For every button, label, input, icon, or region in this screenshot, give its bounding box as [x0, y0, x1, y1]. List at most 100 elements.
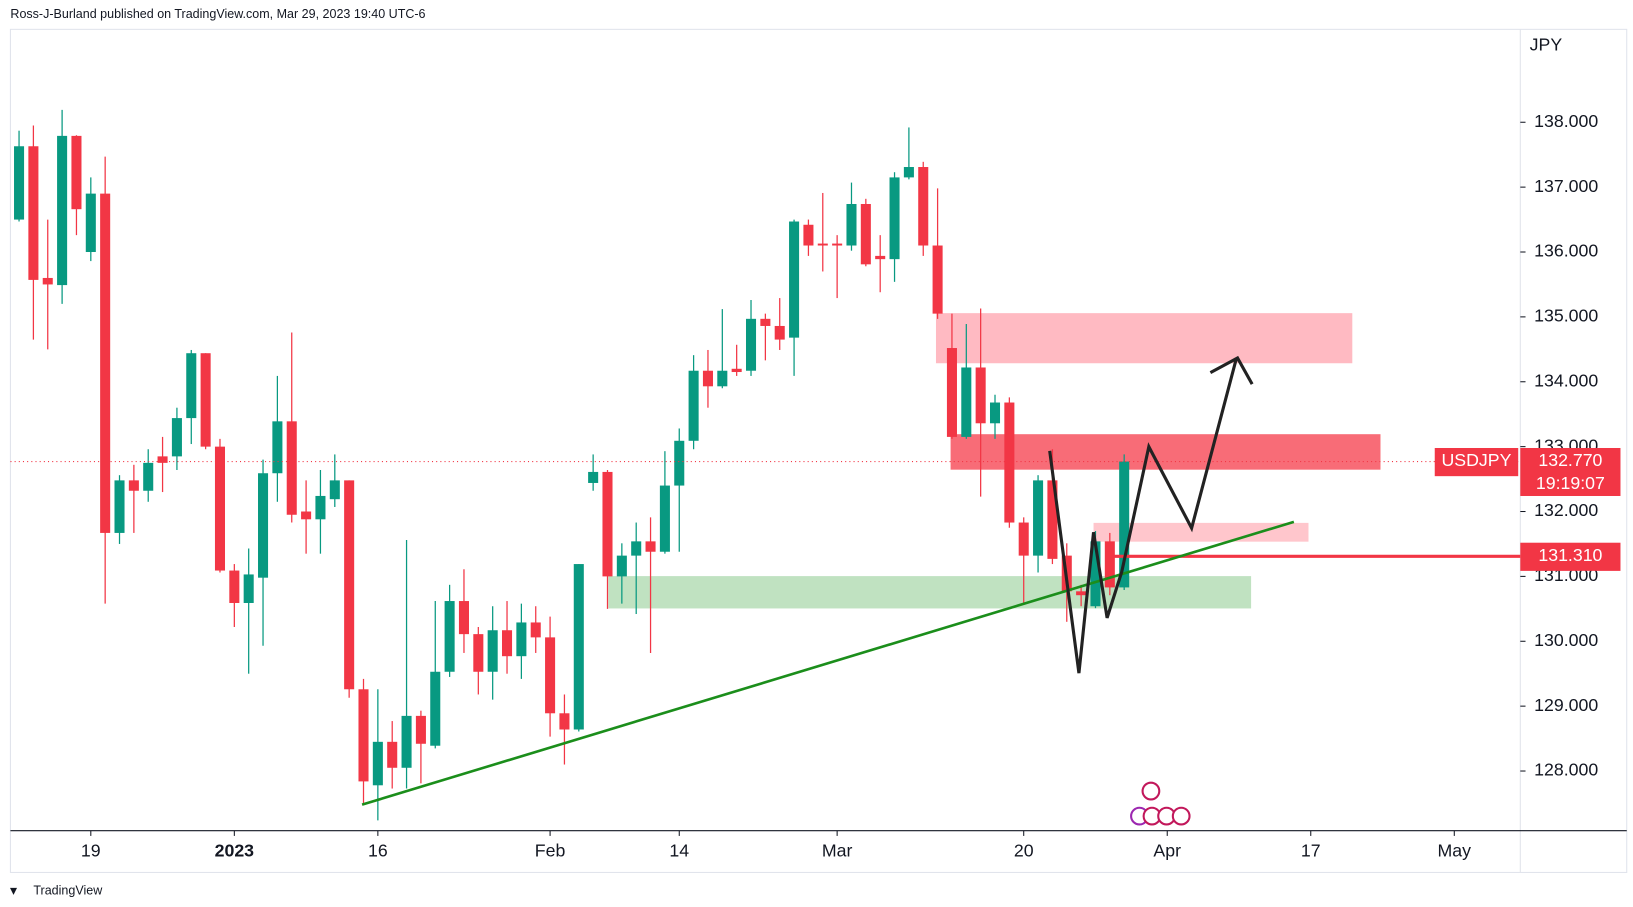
candle-body [315, 495, 326, 520]
candle-body [817, 243, 828, 246]
symbol-label: USDJPY [1442, 450, 1512, 470]
zone [608, 576, 1252, 609]
zone [1093, 522, 1309, 542]
y-axis-label: JPY [1530, 35, 1563, 55]
candle-body [961, 367, 972, 437]
candle-body [358, 689, 369, 782]
candle-body [444, 601, 455, 672]
candle-body [28, 146, 39, 280]
candle-body [688, 370, 699, 441]
candle-body [1018, 522, 1029, 556]
candle-body [616, 555, 627, 577]
footer: TradingView [33, 884, 103, 898]
candle-body [401, 715, 412, 768]
candle-body [272, 421, 283, 474]
price-label: 132.770 [1538, 450, 1602, 470]
candle-body [14, 146, 25, 220]
candle-body [774, 325, 785, 340]
candle-body [1076, 591, 1087, 596]
candle-body [832, 243, 843, 246]
candle-body [588, 471, 599, 483]
candle-body [487, 630, 498, 672]
candle-body [329, 480, 340, 500]
price-label-box [1520, 542, 1621, 571]
candle-body [229, 570, 240, 603]
candle-body [1033, 480, 1044, 556]
y-tick-label: 134.000 [1534, 370, 1598, 390]
candle-body [430, 671, 441, 746]
candle-body [789, 221, 800, 338]
y-tick-label: 129.000 [1534, 695, 1598, 715]
y-tick-label: 138.000 [1534, 111, 1598, 131]
arrow-head [1209, 355, 1254, 385]
candle-body [516, 622, 527, 657]
candle-body [286, 421, 297, 515]
projection-path [1048, 357, 1239, 674]
candle-body [803, 224, 814, 246]
candle-body [1004, 402, 1015, 523]
candle-body [745, 318, 757, 371]
candle-body [545, 637, 556, 714]
candle-body [731, 368, 742, 373]
candle-body [702, 370, 713, 387]
x-tick-label: Feb [535, 840, 566, 860]
candle-body [573, 564, 584, 730]
candle-body [473, 634, 484, 672]
candle-body [1090, 541, 1101, 607]
y-tick-label: 136.000 [1534, 241, 1598, 261]
x-tick-label: 16 [368, 840, 388, 860]
logo: ▾ [9, 884, 17, 898]
candle-body [143, 462, 154, 491]
candle-body [1119, 461, 1130, 588]
x-tick-label: May [1438, 840, 1472, 860]
candle-body [71, 135, 82, 210]
candle-body [659, 485, 670, 552]
event-icon [1171, 806, 1191, 826]
x-tick-label: 2023 [215, 840, 255, 860]
candle-body [214, 446, 226, 571]
zone [950, 434, 1381, 470]
x-tick-label: Apr [1153, 840, 1181, 860]
zones [608, 313, 1381, 609]
countdown: 19:19:07 [1536, 473, 1605, 493]
candle-body [114, 480, 125, 533]
candle-body [559, 713, 570, 730]
candle-body [975, 367, 986, 424]
y-tick-label: 130.000 [1534, 630, 1598, 650]
y-tick-label: 128.000 [1534, 760, 1598, 780]
symbol-box [1434, 447, 1519, 477]
candle-body [918, 167, 929, 246]
x-tick-label: Mar [822, 840, 853, 860]
y-tick-label: 137.000 [1534, 176, 1598, 196]
candle-body [889, 177, 900, 260]
candle-body [631, 541, 642, 556]
candle-body [186, 353, 197, 419]
candle-body [875, 255, 886, 260]
candle-body [171, 418, 182, 457]
candle-body [846, 203, 857, 246]
price-label-box [1520, 447, 1621, 496]
x-tick-label: 14 [669, 840, 689, 860]
candle-body [530, 622, 541, 638]
candle-body [903, 167, 914, 178]
candle-body [372, 741, 383, 786]
candle-body [860, 203, 871, 265]
frame [9, 28, 1628, 873]
candle-body [57, 135, 68, 286]
candle-body [128, 480, 139, 491]
price-label: 131.310 [1538, 545, 1602, 565]
candle-body [100, 193, 111, 533]
trendline [361, 520, 1295, 806]
candle-body [502, 630, 513, 657]
candle-body [932, 245, 943, 314]
candle-body [674, 440, 685, 486]
y-tick-label: 132.000 [1534, 500, 1598, 520]
candle-body [458, 601, 469, 635]
candle-body [42, 277, 53, 285]
candle-body [157, 456, 168, 463]
candle-body [387, 741, 398, 768]
candle-body [946, 348, 957, 437]
x-tick-label: 17 [1301, 840, 1321, 860]
